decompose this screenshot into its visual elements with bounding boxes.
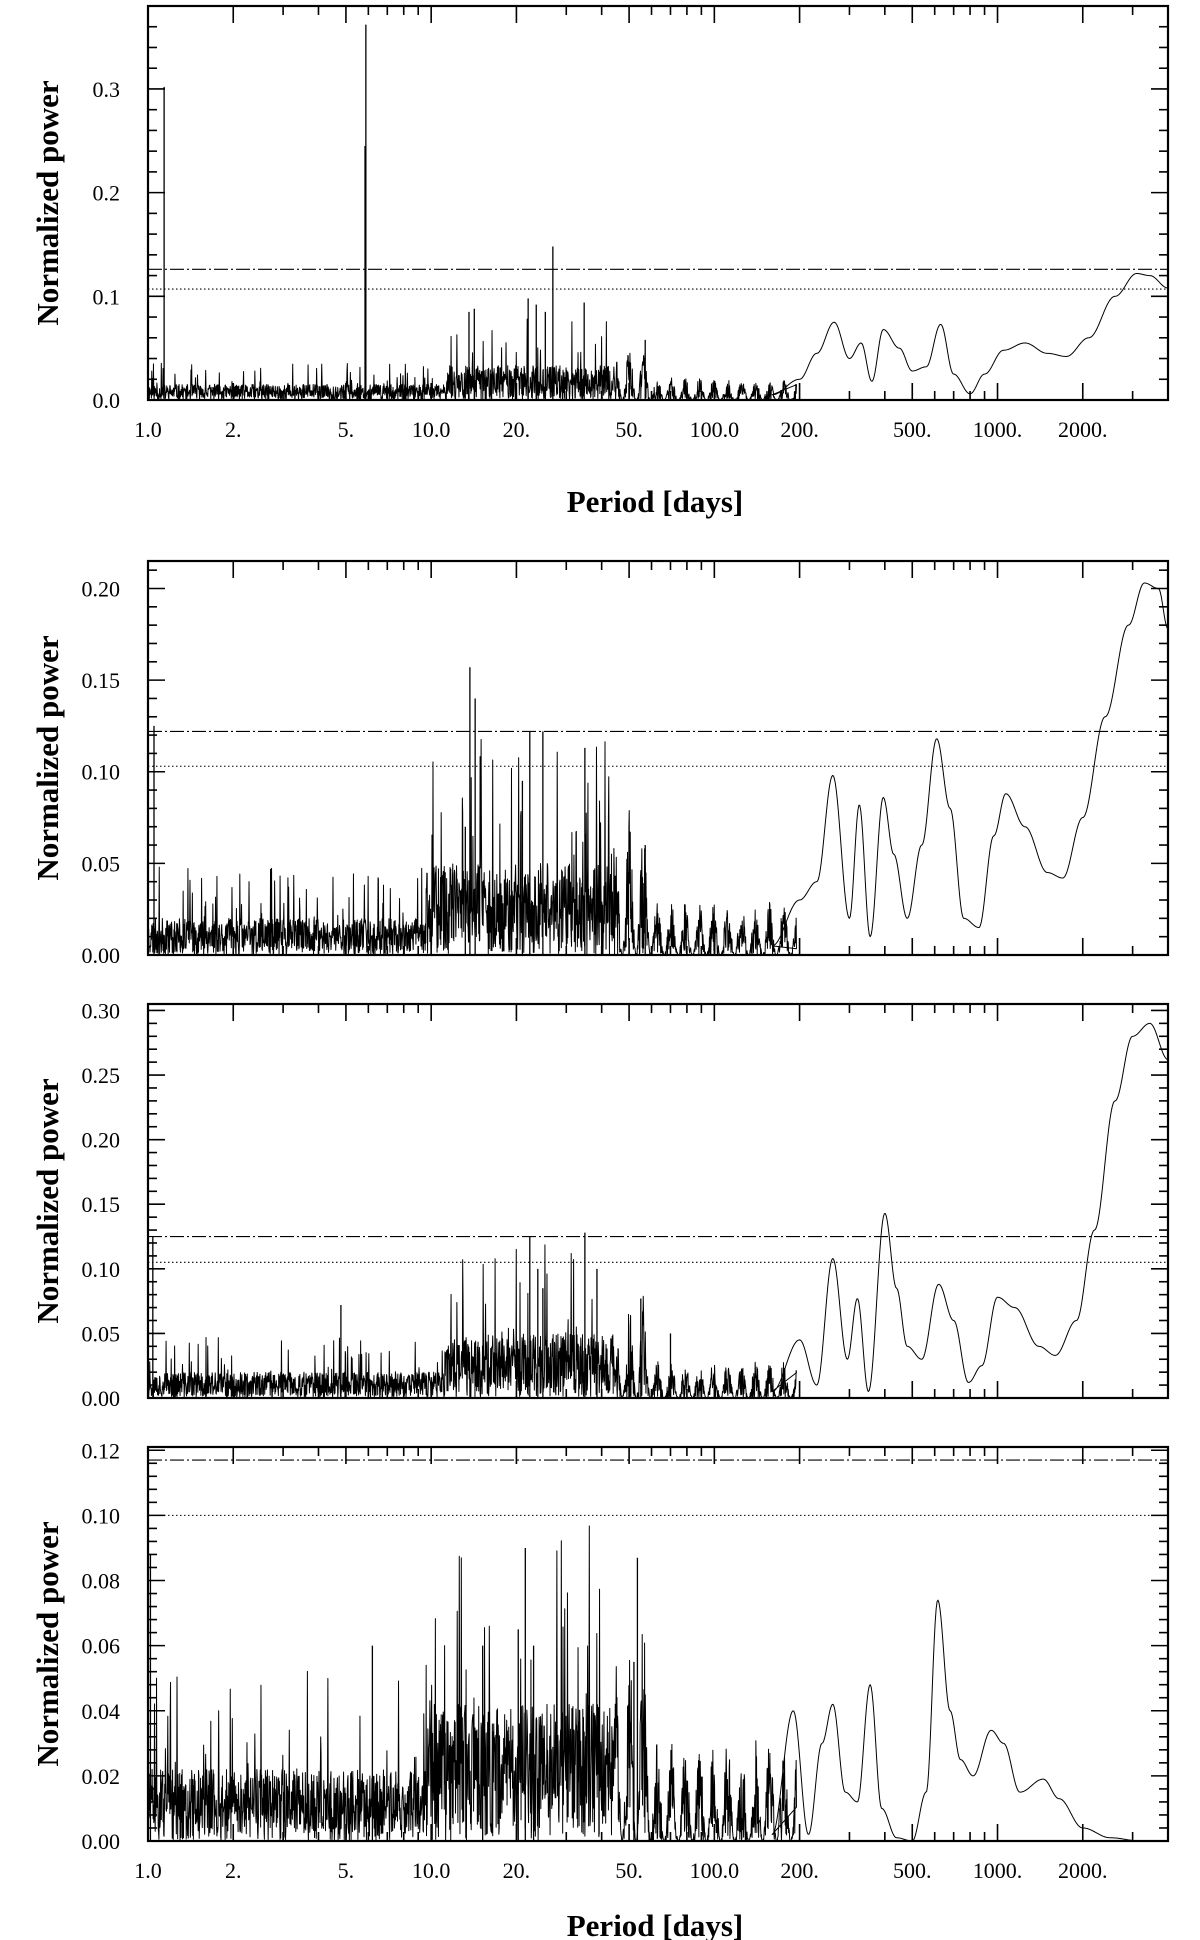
x-axis-title-top: Period [days] xyxy=(567,484,744,519)
x-tick-label: 1.0 xyxy=(134,1858,162,1883)
x-tick-label: 200. xyxy=(780,1858,819,1883)
plot-frame xyxy=(146,1445,1170,1843)
y-tick-label: 0.06 xyxy=(82,1634,121,1659)
x-axis-title-bottom: Period [days] xyxy=(567,1908,744,1940)
y-tick-label: 0.3 xyxy=(93,77,121,102)
y-tick-label: 0.20 xyxy=(82,576,121,601)
y-tick-label: 0.10 xyxy=(82,1503,121,1528)
y-tick-label: 0.04 xyxy=(82,1699,121,1724)
y-tick-label: 0.1 xyxy=(93,284,121,309)
y-tick-label: 0.05 xyxy=(82,1321,121,1346)
y-tick-label: 0.05 xyxy=(82,851,121,876)
x-tick-label: 500. xyxy=(893,417,932,442)
y-tick-label: 0.20 xyxy=(82,1128,121,1153)
y-tick-label: 0.25 xyxy=(82,1063,121,1088)
panel-4: 1.0 2. 5. 10.0 20. 50. 100.0 200. 500. 1000. 2000.… xyxy=(30,1438,1170,1883)
panel-2: 0.00 0.05 0.10 0.15 0.20 Normalized power xyxy=(30,559,1170,968)
x-tick-label: 20. xyxy=(503,417,531,442)
y-axis-title: Normalized power xyxy=(30,1521,65,1767)
y-tick-label: 0.02 xyxy=(82,1764,121,1789)
x-tick-label: 100.0 xyxy=(690,1858,740,1883)
x-tick-label: 20. xyxy=(503,1858,531,1883)
y-tick-label: 0.12 xyxy=(82,1438,121,1463)
x-tick-label: 200. xyxy=(780,417,819,442)
y-tick-label: 0.30 xyxy=(82,998,121,1023)
x-tick-label: 1.0 xyxy=(134,417,162,442)
power-series xyxy=(148,273,1168,400)
panels: 1.0 2. 5. 10.0 20. 50. 100.0 200. 500. 1000. 2000.… xyxy=(30,4,1170,1883)
y-tick-label: 0.15 xyxy=(82,1192,121,1217)
power-series xyxy=(148,1022,1168,1398)
y-tick-label: 0.10 xyxy=(82,760,121,785)
x-tick-label: 2. xyxy=(225,417,242,442)
x-tick-label: 100.0 xyxy=(690,417,740,442)
plot-frame xyxy=(146,4,1170,402)
y-tick-label: 0.2 xyxy=(93,181,121,206)
y-tick-label: 0.08 xyxy=(82,1569,121,1594)
power-series xyxy=(148,582,1168,955)
x-tick-label: 2. xyxy=(225,1858,242,1883)
panel-1: 1.0 2. 5. 10.0 20. 50. 100.0 200. 500. 1000. 2000.… xyxy=(30,4,1170,442)
x-tick-label: 50. xyxy=(615,417,643,442)
x-tick-label: 5. xyxy=(338,417,355,442)
x-tick-label: 2000. xyxy=(1058,1858,1108,1883)
power-series xyxy=(148,1525,1168,1841)
y-tick-label: 0.00 xyxy=(82,1386,121,1411)
y-axis-title: Normalized power xyxy=(30,635,65,881)
y-tick-label: 0.10 xyxy=(82,1257,121,1282)
x-tick-label: 2000. xyxy=(1058,417,1108,442)
y-tick-label: 0.0 xyxy=(93,388,121,413)
y-axis-title: Normalized power xyxy=(30,1078,65,1324)
panel-3: 0.00 0.05 0.10 0.15 0.20 0.25 0.30 Normalized p… xyxy=(30,998,1170,1411)
x-tick-label: 10.0 xyxy=(412,1858,451,1883)
plot-frame xyxy=(146,559,1170,957)
x-tick-label: 10.0 xyxy=(412,417,451,442)
x-tick-label: 500. xyxy=(893,1858,932,1883)
y-tick-label: 0.00 xyxy=(82,1829,121,1854)
x-tick-label: 50. xyxy=(615,1858,643,1883)
x-tick-label: 5. xyxy=(338,1858,355,1883)
y-tick-label: 0.15 xyxy=(82,668,121,693)
y-axis-title: Normalized power xyxy=(30,80,65,326)
y-tick-label: 0.00 xyxy=(82,943,121,968)
x-tick-label: 1000. xyxy=(973,1858,1023,1883)
x-tick-label: 1000. xyxy=(973,417,1023,442)
plot-frame xyxy=(146,1002,1170,1400)
